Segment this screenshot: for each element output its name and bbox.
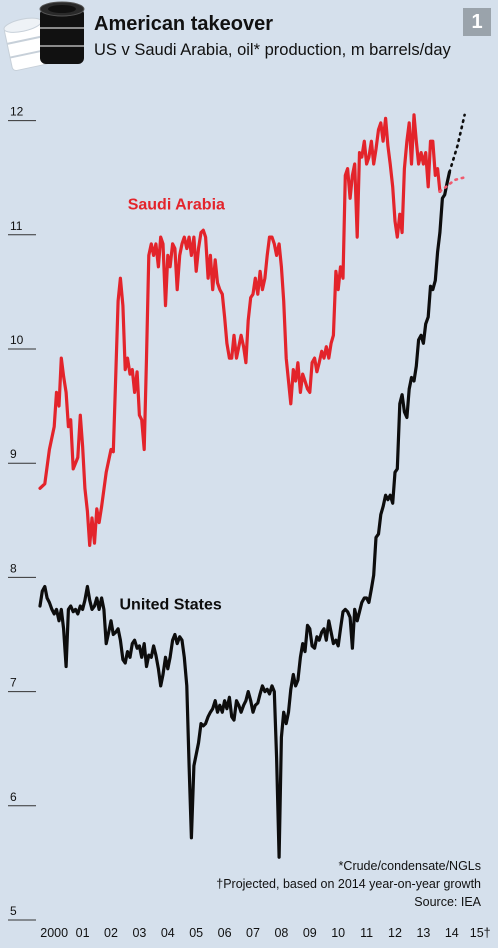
x-tick-label-2: 02 — [104, 926, 118, 940]
y-tick-label-8: 8 — [10, 561, 17, 575]
x-tick-label-1: 01 — [76, 926, 90, 940]
x-tick-label-13: 13 — [416, 926, 430, 940]
x-tick-label-3: 03 — [132, 926, 146, 940]
x-tick-label-15: 15† — [470, 926, 491, 940]
x-tick-label-4: 04 — [161, 926, 175, 940]
y-tick-label-10: 10 — [10, 333, 24, 347]
y-tick-label-11: 11 — [10, 219, 23, 233]
x-tick-label-9: 09 — [303, 926, 317, 940]
footnote-definition: *Crude/condensate/NGLs — [338, 859, 481, 873]
x-tick-label-6: 06 — [218, 926, 232, 940]
saudi-arabia-series-label: Saudi Arabia — [128, 197, 225, 214]
united-states-projection-line — [448, 113, 466, 174]
x-tick-label-10: 10 — [331, 926, 345, 940]
footnote-projection: †Projected, based on 2014 year-on-year g… — [216, 877, 481, 891]
y-tick-label-9: 9 — [10, 447, 17, 461]
x-tick-label-0: 2000 — [40, 926, 68, 940]
source-note: Source: IEA — [414, 895, 481, 909]
chart-number-badge: 1 — [463, 8, 491, 36]
x-tick-label-5: 05 — [189, 926, 203, 940]
chart-title: American takeover — [94, 13, 273, 35]
y-tick-label-6: 6 — [10, 790, 17, 804]
y-tick-label-12: 12 — [10, 105, 24, 119]
x-tick-label-8: 08 — [274, 926, 288, 940]
saudi-arabia-line — [38, 113, 442, 547]
saudi-arabia-projection-line — [438, 176, 465, 193]
x-tick-label-11: 11 — [360, 926, 373, 940]
footnotes: *Crude/condensate/NGLs †Projected, based… — [216, 857, 481, 911]
united-states-line — [38, 170, 452, 859]
x-tick-label-7: 07 — [246, 926, 260, 940]
x-tick-label-12: 12 — [388, 926, 402, 940]
y-tick-label-5: 5 — [10, 904, 17, 918]
chart-subtitle: US v Saudi Arabia, oil* production, m ba… — [94, 41, 451, 59]
oil-barrels-icon — [3, 1, 85, 72]
x-tick-label-14: 14 — [445, 926, 459, 940]
y-tick-label-7: 7 — [10, 676, 17, 690]
united-states-series-label: United States — [120, 596, 222, 613]
